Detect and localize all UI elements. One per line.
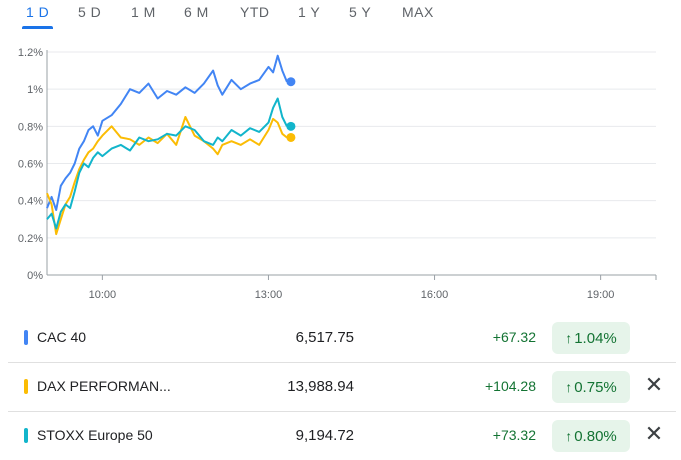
y-tick-label: 0.8% [18, 121, 43, 133]
percent-value: 1.04% [574, 329, 617, 347]
tab-max[interactable]: MAX [402, 4, 434, 20]
percent-change-badge: ↑ 0.75% [552, 371, 630, 403]
tab-5y[interactable]: 5 Y [349, 4, 372, 20]
list-item-dax[interactable]: DAX PERFORMAN... 13,988.94 +104.28 ↑ 0.7… [8, 362, 676, 411]
x-tick-label: 16:00 [421, 289, 449, 301]
series-swatch [24, 379, 28, 394]
y-tick-label: 1.2% [18, 47, 43, 59]
index-price: 13,988.94 [287, 378, 354, 395]
index-name: STOXX Europe 50 [37, 427, 153, 443]
index-change: +67.32 [492, 329, 536, 345]
y-tick-label: 0% [27, 270, 43, 282]
tab-ytd[interactable]: YTD [240, 4, 270, 20]
percent-value: 0.80% [574, 427, 617, 445]
series-swatch [24, 428, 28, 443]
series-endpoint-1 [286, 132, 296, 142]
arrow-up-icon: ↑ [565, 379, 573, 395]
list-item-cac40[interactable]: CAC 40 6,517.75 +67.32 ↑ 1.04% [8, 314, 676, 362]
index-change: +73.32 [492, 427, 536, 443]
y-tick-label: 0.2% [18, 233, 43, 245]
series-endpoint-0 [286, 77, 296, 87]
index-price: 9,194.72 [295, 427, 354, 444]
x-tick-label: 10:00 [89, 289, 117, 301]
series-line-0 [46, 54, 288, 211]
series-endpoint-2 [286, 121, 296, 131]
tab-6m[interactable]: 6 M [184, 4, 209, 20]
x-tick-label: 13:00 [255, 289, 283, 301]
index-name: DAX PERFORMAN... [37, 378, 171, 394]
series-swatch [24, 330, 28, 345]
arrow-up-icon: ↑ [565, 330, 573, 346]
index-chart[interactable]: 0% 0.2% 0.4% 0.6% 0.8% 1% 1.2% 10:00 13:00 16:00 1… [0, 28, 681, 310]
series-line-2 [46, 97, 288, 230]
list-item-stoxx50[interactable]: STOXX Europe 50 9,194.72 +73.32 ↑ 0.80% … [8, 411, 676, 460]
percent-value: 0.75% [574, 378, 617, 396]
range-tabs: 1 D 5 D 1 M 6 M YTD 1 Y 5 Y MAX [0, 0, 681, 29]
close-icon[interactable]: ✕ [644, 372, 664, 397]
index-price: 6,517.75 [295, 329, 354, 346]
tab-5d[interactable]: 5 D [78, 4, 102, 20]
tab-1d[interactable]: 1 D [21, 4, 54, 29]
percent-change-badge: ↑ 0.80% [552, 420, 630, 452]
y-tick-label: 0.4% [18, 196, 43, 208]
percent-change-badge: ↑ 1.04% [552, 322, 630, 354]
tab-1m[interactable]: 1 M [131, 4, 156, 20]
tab-1y[interactable]: 1 Y [298, 4, 321, 20]
y-tick-label: 1% [27, 84, 43, 96]
x-tick-label: 19:00 [587, 289, 615, 301]
y-tick-label: 0.6% [18, 159, 43, 171]
close-icon[interactable]: ✕ [644, 421, 664, 446]
index-change: +104.28 [485, 378, 536, 394]
index-name: CAC 40 [37, 329, 87, 345]
arrow-up-icon: ↑ [565, 428, 573, 444]
